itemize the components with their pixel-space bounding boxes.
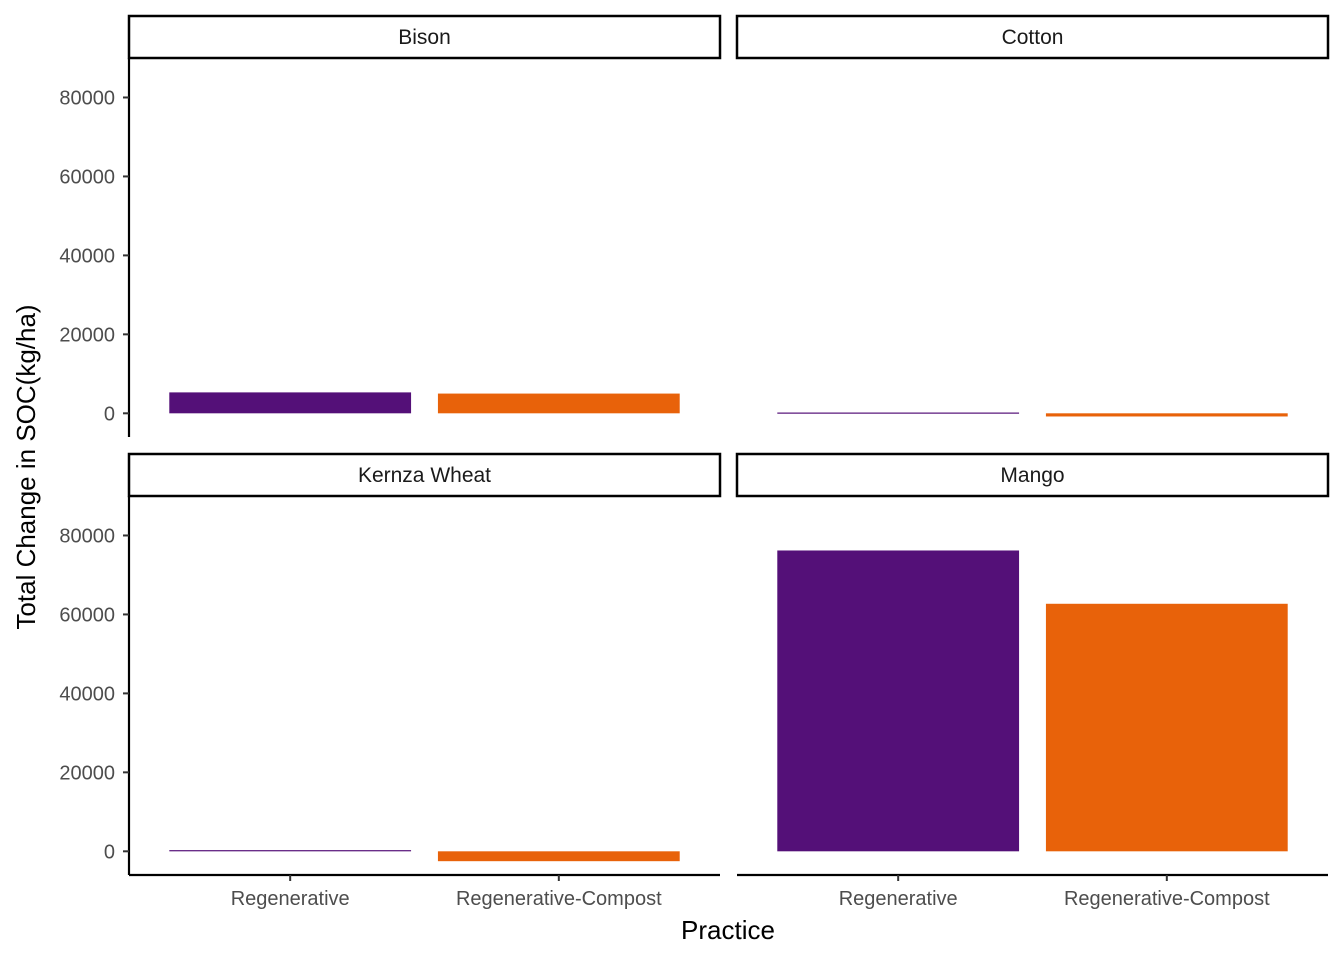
plot-layer: Bison 0 20000 40000 60000 80000 Cotton Kernza W…	[59, 14, 1330, 910]
y-tick-label-bison-60000: 60000	[59, 166, 115, 188]
y-tick-label-bison-0: 0	[104, 403, 115, 425]
y-tick-label-kernza-wheat-80000: 80000	[59, 525, 115, 547]
y-tick-label-kernza-wheat-40000: 40000	[59, 683, 115, 705]
x-tick-label-kernza-wheat-regenerative-compost: Regenerative-Compost	[456, 888, 662, 910]
y-tick-label-kernza-wheat-20000: 20000	[59, 762, 115, 784]
facet-strip-mango	[735, 452, 1330, 498]
y-tick-label-bison-40000: 40000	[59, 245, 115, 267]
bar-cotton-regenerative	[777, 412, 1020, 414]
facet-label-cotton: Cotton	[1002, 26, 1064, 49]
bar-mango-regenerative-compost	[1045, 603, 1288, 852]
bar-kernza-wheat-regenerative-compost	[437, 851, 680, 862]
bar-bison-regenerative	[169, 392, 412, 414]
y-tick-label-kernza-wheat-60000: 60000	[59, 604, 115, 626]
x-tick-label-kernza-wheat-regenerative: Regenerative	[231, 888, 350, 910]
x-tick-label-mango-regenerative-compost: Regenerative-Compost	[1064, 888, 1270, 910]
facet-label-kernza-wheat: Kernza Wheat	[358, 464, 491, 487]
facet-label-bison: Bison	[398, 26, 451, 49]
facet-strip-bison	[127, 14, 722, 60]
facet-strip-kernza-wheat	[127, 452, 722, 498]
y-axis-title: Total Change in SOC(kg/ha)	[11, 304, 41, 629]
bar-cotton-regenerative-compost	[1045, 413, 1288, 417]
x-tick-label-mango-regenerative: Regenerative	[839, 888, 958, 910]
x-axis-title: Practice	[681, 915, 775, 945]
bar-mango-regenerative	[777, 550, 1020, 852]
y-tick-label-kernza-wheat-0: 0	[104, 841, 115, 863]
bar-kernza-wheat-regenerative	[169, 850, 412, 852]
bar-bison-regenerative-compost	[437, 393, 680, 414]
facet-strip-cotton	[735, 14, 1330, 60]
facet-label-mango: Mango	[1000, 464, 1064, 487]
y-tick-label-bison-20000: 20000	[59, 324, 115, 346]
y-tick-label-bison-80000: 80000	[59, 87, 115, 109]
